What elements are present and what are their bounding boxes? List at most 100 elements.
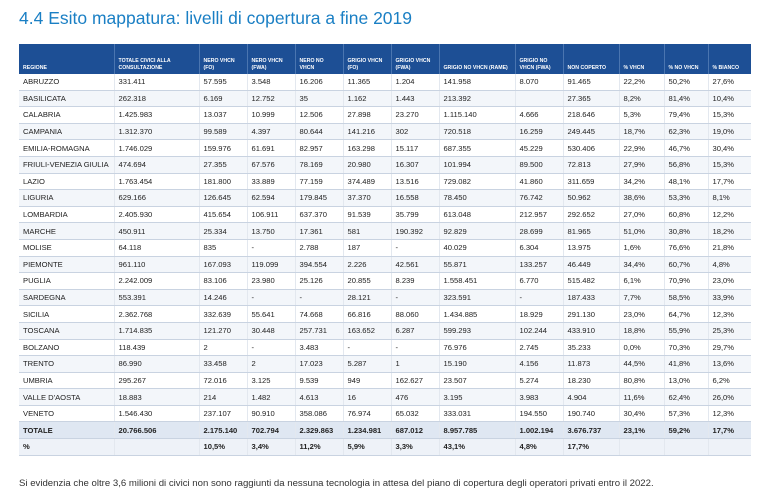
table-cell: 16 [343, 388, 392, 406]
row-label-cell: VENETO [19, 405, 115, 423]
table-cell: 18,7% [619, 123, 665, 141]
table-cell: 5,3% [619, 106, 665, 124]
table-cell: - [247, 339, 296, 357]
table-cell: 8.957.785 [439, 421, 516, 440]
row-label-cell: TOSCANA [19, 322, 115, 340]
table-row: MARCHE 450.911 25.334 13.750 17.361 581 190.39… [19, 222, 751, 240]
table-cell: 57,3% [664, 405, 709, 423]
table-cell: - [391, 339, 440, 357]
table-cell: 333.031 [439, 405, 516, 423]
table-cell: 2.745 [515, 339, 564, 357]
table-cell: 961.110 [114, 256, 200, 274]
table-cell: 3.125 [247, 372, 296, 390]
row-label-cell: LAZIO [19, 173, 115, 191]
table-cell: 13,0% [664, 372, 709, 390]
table-cell: 2.242.009 [114, 272, 200, 290]
table-cell: 30,4% [708, 139, 751, 157]
table-cell: 179.845 [295, 189, 344, 207]
table-cell: 162.627 [391, 372, 440, 390]
table-cell: 38,6% [619, 189, 665, 207]
column-header: % VHCN [619, 44, 665, 74]
table-cell: - [391, 239, 440, 257]
table-cell: 62,4% [664, 388, 709, 406]
table-cell: 476 [391, 388, 440, 406]
table-cell: 4.904 [563, 388, 620, 406]
row-label-cell: FRIULI-VENEZIA GIULIA [19, 156, 115, 174]
table-cell: 33.889 [247, 173, 296, 191]
table-cell: 27,0% [619, 206, 665, 224]
table-cell: 18.929 [515, 305, 564, 323]
table-cell: 119.099 [247, 256, 296, 274]
table-cell: 1.558.451 [439, 272, 516, 290]
table-cell: 27,9% [619, 156, 665, 174]
table-cell: 42.561 [391, 256, 440, 274]
header-row: REGIONE TOTALE CIVICI ALLA CONSULTAZIONE N… [19, 44, 751, 74]
table-cell: 30,8% [664, 222, 709, 240]
table-cell: 835 [199, 239, 248, 257]
table-cell: 2 [247, 355, 296, 373]
total-row: TOTALE 20.766.506 2.175.140 702.794 2.329.86… [19, 421, 751, 440]
column-header: NON COPERTO [563, 44, 620, 74]
table-cell: 23.980 [247, 272, 296, 290]
table-cell: 44,5% [619, 355, 665, 373]
table-cell: 4.397 [247, 123, 296, 141]
table-cell: 4.666 [515, 106, 564, 124]
row-label-cell: VALLE D'AOSTA [19, 388, 115, 406]
page-title: 4.4 Esito mappatura: livelli di copertur… [19, 8, 413, 28]
table-row: ABRUZZO 331.411 57.595 3.548 16.206 11.365 1.2… [19, 74, 751, 91]
table-cell [114, 438, 200, 456]
table-cell: 2.175.140 [199, 421, 248, 440]
table-cell: 163.298 [343, 139, 392, 157]
table-cell: 40.029 [439, 239, 516, 257]
table-cell: 358.086 [295, 405, 344, 423]
table-cell: 1 [391, 355, 440, 373]
table-cell: 20.855 [343, 272, 392, 290]
table-cell: 46.449 [563, 256, 620, 274]
table-cell: 433.910 [563, 322, 620, 340]
table-cell: 27.355 [199, 156, 248, 174]
table-cell: 218.646 [563, 106, 620, 124]
table-row: PIEMONTE 961.110 167.093 119.099 394.554 2.22… [19, 256, 751, 274]
table-cell [619, 438, 665, 456]
table-cell: 78.169 [295, 156, 344, 174]
table-cell: 59,2% [664, 421, 709, 440]
table-cell: 55,9% [664, 322, 709, 340]
table-cell: 16.307 [391, 156, 440, 174]
table-cell: 12.752 [247, 90, 296, 108]
table-cell: 163.652 [343, 322, 392, 340]
table-cell: 141.958 [439, 74, 516, 91]
table-cell: 89.500 [515, 156, 564, 174]
table-cell: 27.365 [563, 90, 620, 108]
table-cell: 25.334 [199, 222, 248, 240]
table-cell: 61.691 [247, 139, 296, 157]
table-cell: - [247, 239, 296, 257]
table-cell: 41,8% [664, 355, 709, 373]
table-cell: 30.448 [247, 322, 296, 340]
table-cell: 33,9% [708, 289, 751, 307]
table-row: UMBRIA 295.267 72.016 3.125 9.539 949 162.627 2… [19, 372, 751, 390]
table-cell: 12,2% [708, 206, 751, 224]
table-cell: 13,6% [708, 355, 751, 373]
table-cell: 11.365 [343, 74, 392, 91]
table-cell: - [515, 289, 564, 307]
table-cell: 17.023 [295, 355, 344, 373]
table-cell: 65.032 [391, 405, 440, 423]
row-label-cell: CAMPANIA [19, 123, 115, 141]
row-label-cell: SARDEGNA [19, 289, 115, 307]
table-row: SARDEGNA 553.391 14.246- -28.121-323.591-18… [19, 289, 751, 307]
table-cell: 3,4% [247, 438, 296, 456]
table-row: MOLISE 64.118 835-2.788 187-40.029 6.304 13.9… [19, 239, 751, 257]
table-cell: 41.860 [515, 173, 564, 191]
table-cell: 121.270 [199, 322, 248, 340]
table-cell: 3.676.737 [563, 421, 620, 440]
table-cell: 5,9% [343, 438, 392, 456]
column-header: NERO VHCN (FWA) [247, 44, 296, 74]
table-cell: 22,2% [619, 74, 665, 91]
table-cell: 2.329.863 [295, 421, 344, 440]
table-cell: 4.613 [295, 388, 344, 406]
table-cell: 2.362.768 [114, 305, 200, 323]
table-cell: 23.507 [439, 372, 516, 390]
table-cell: 1.425.983 [114, 106, 200, 124]
table-cell: 17,7% [563, 438, 620, 456]
table-cell: 37.370 [343, 189, 392, 207]
